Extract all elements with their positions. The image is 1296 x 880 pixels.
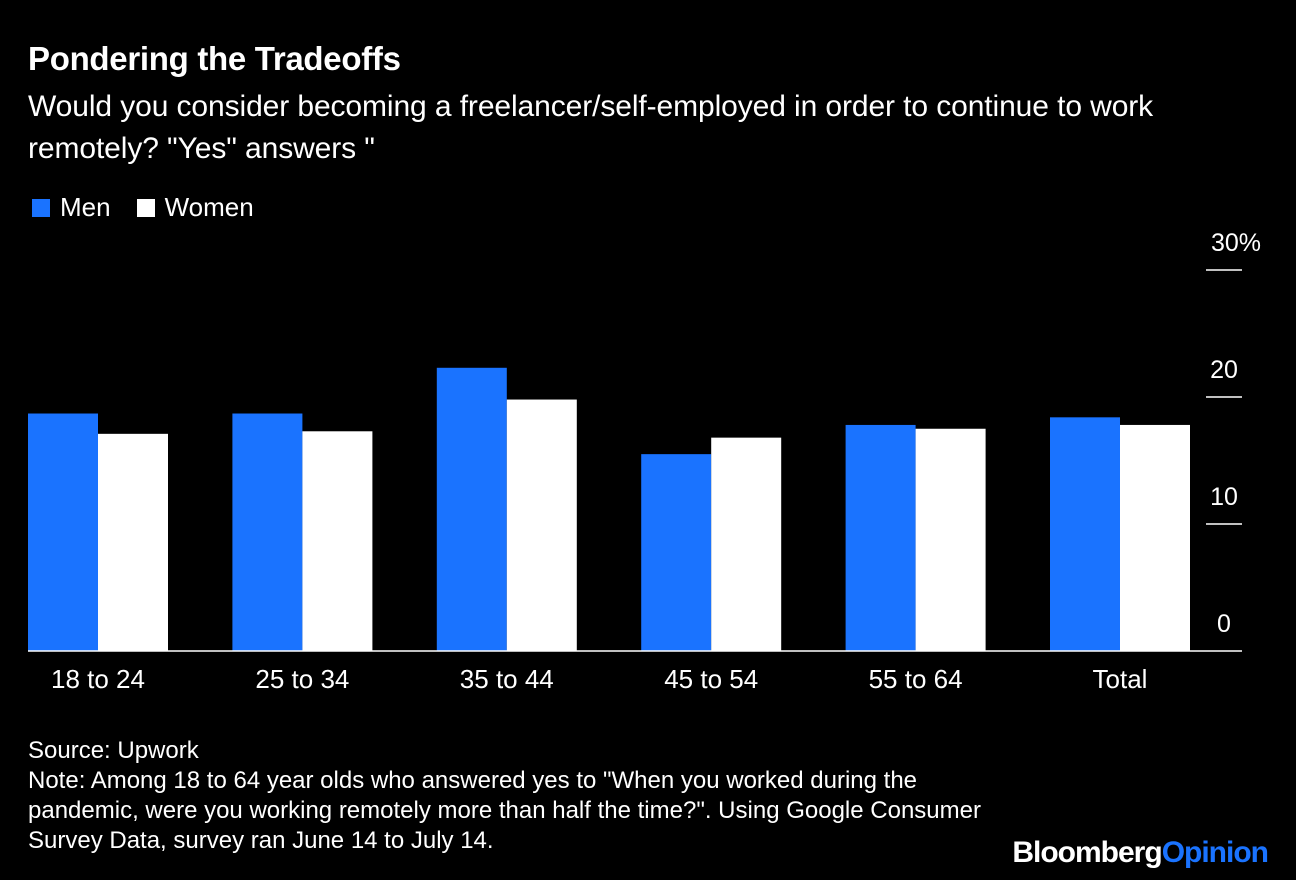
legend-label-women: Women	[164, 192, 254, 222]
bar-women-1	[302, 431, 373, 651]
bar-women-4	[915, 428, 986, 651]
bar-women-0	[98, 433, 168, 651]
legend-swatch-men	[32, 198, 50, 217]
chart-subtitle: Would you consider becoming a freelancer…	[28, 90, 1154, 165]
bar-men-4	[845, 424, 916, 651]
bar-men-5	[1050, 417, 1120, 651]
bar-men-0	[28, 413, 98, 651]
bar-women-5	[1120, 424, 1190, 651]
legend-item-women: Women	[136, 192, 254, 223]
x-tick-label: 55 to 64	[869, 664, 963, 694]
bar-men-2	[436, 367, 507, 651]
legend-label-men: Men	[60, 192, 111, 222]
y-tick-label: 30%	[1211, 229, 1261, 257]
source-text: Source: Upwork	[28, 737, 199, 764]
brand-bloomberg: Bloomberg	[1012, 836, 1162, 869]
x-tick-label: 18 to 24	[51, 664, 145, 694]
y-tick-label: 20	[1210, 356, 1238, 384]
chart-footer: Source: Upwork Note: Among 18 to 64 year…	[28, 736, 1008, 856]
chart-title: Pondering the Tradeoffs	[28, 40, 401, 77]
legend-swatch-women	[136, 198, 155, 217]
y-tick-label: 0	[1217, 610, 1231, 638]
x-tick-label: Total	[1093, 664, 1148, 694]
bar-men-3	[641, 454, 712, 651]
brand-opinion: Opinion	[1161, 836, 1269, 869]
y-tick-label: 10	[1210, 483, 1238, 511]
x-tick-label: 45 to 54	[664, 664, 758, 694]
bloomberg-opinion-logo: BloombergOpinion	[1012, 836, 1269, 870]
x-tick-label: 25 to 34	[255, 664, 349, 694]
bar-women-3	[711, 437, 782, 651]
legend: Men Women	[32, 192, 280, 223]
note-text: Note: Among 18 to 64 year olds who answe…	[28, 767, 981, 854]
x-tick-label: 35 to 44	[460, 664, 554, 694]
bar-men-1	[232, 413, 303, 651]
legend-item-men: Men	[32, 192, 111, 223]
bar-women-2	[506, 399, 577, 651]
